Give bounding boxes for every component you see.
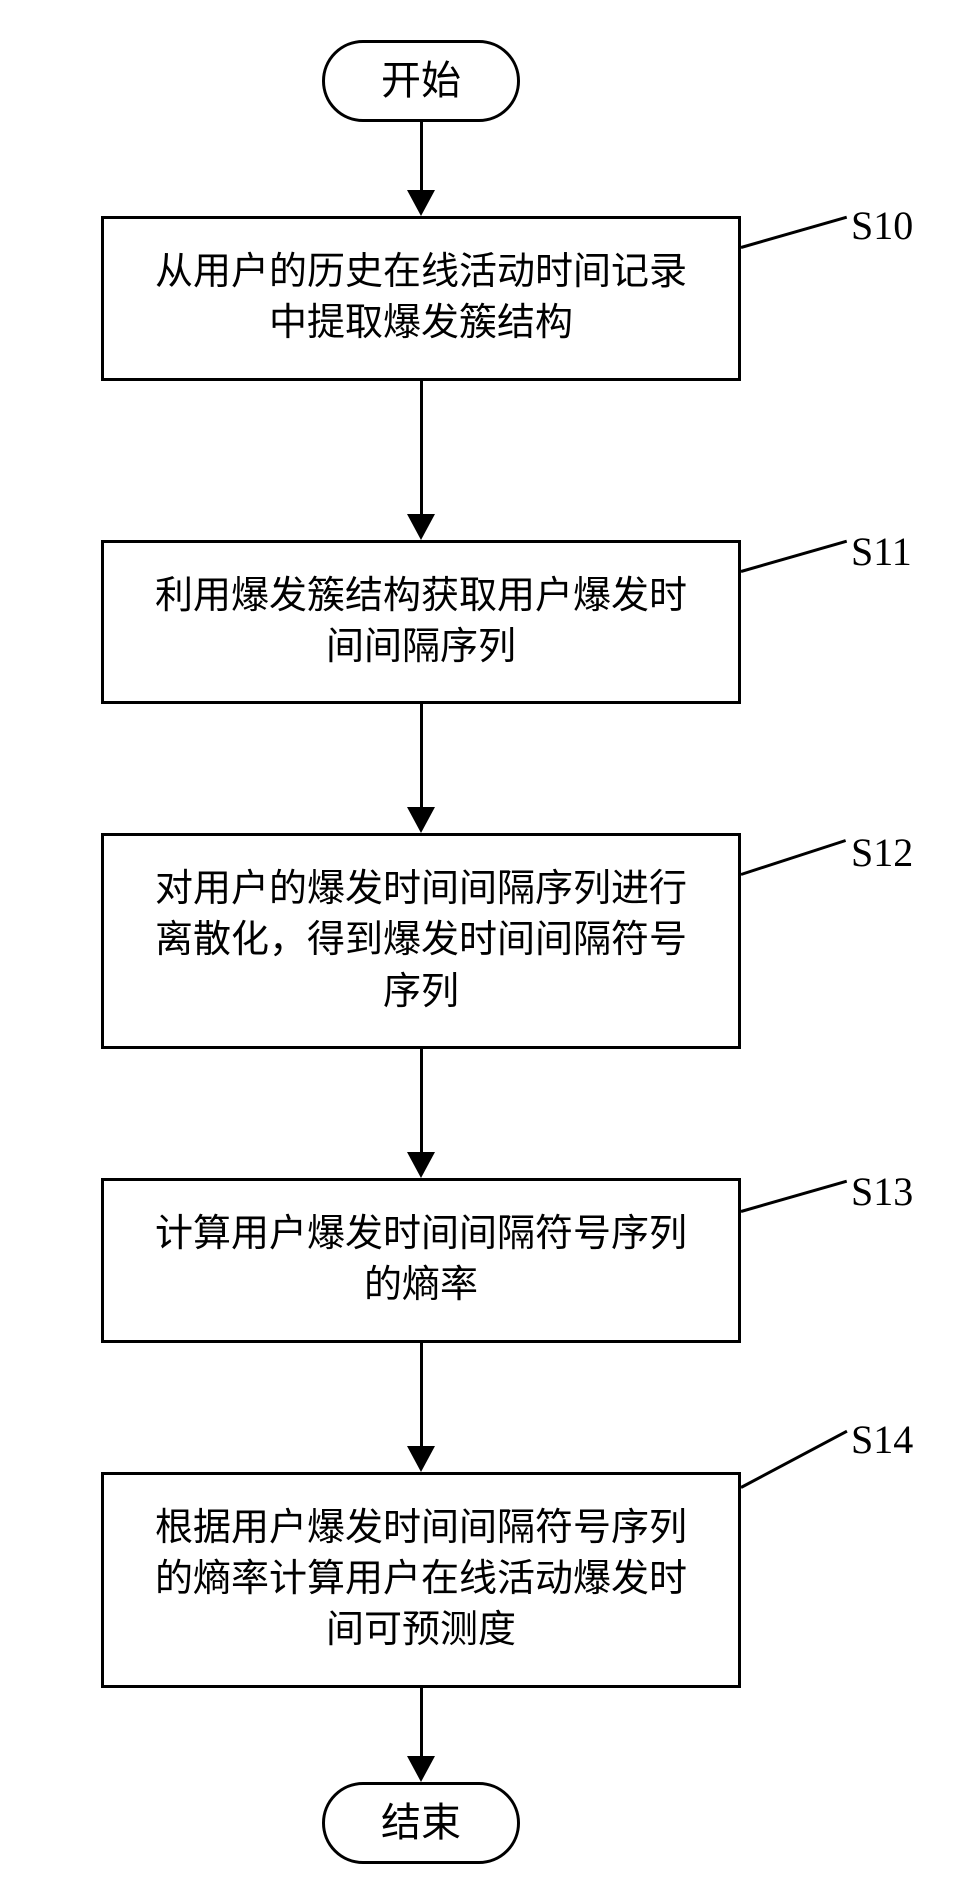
step-label-s12: S12 <box>851 833 913 873</box>
arrow-down-icon <box>407 514 435 540</box>
flowchart-container: 开始 从用户的历史在线活动时间记录中提取爆发簇结构利用爆发簇结构获取用户爆发时间… <box>21 40 941 1864</box>
process-step-s10: 从用户的历史在线活动时间记录中提取爆发簇结构 <box>101 216 741 381</box>
connector <box>407 1049 435 1178</box>
label-connector <box>740 1430 847 1489</box>
label-connector <box>741 1180 848 1213</box>
flow-column: 开始 从用户的历史在线活动时间记录中提取爆发簇结构利用爆发簇结构获取用户爆发时间… <box>101 40 741 1864</box>
connector <box>407 1688 435 1782</box>
step-label-s13: S13 <box>851 1172 913 1212</box>
step-label-s11: S11 <box>851 532 912 572</box>
terminal-start: 开始 <box>322 40 520 122</box>
process-step-s11: 利用爆发簇结构获取用户爆发时间间隔序列 <box>101 540 741 705</box>
arrow-down-icon <box>407 1756 435 1782</box>
step-label-s14: S14 <box>851 1420 913 1460</box>
connector <box>407 381 435 540</box>
step-label-s10: S10 <box>851 206 913 246</box>
arrow-down-icon <box>407 1446 435 1472</box>
connector <box>407 122 435 216</box>
connector <box>407 1343 435 1472</box>
terminal-end: 结束 <box>322 1782 520 1864</box>
process-step-s12: 对用户的爆发时间间隔序列进行离散化，得到爆发时间间隔符号序列 <box>101 833 741 1049</box>
connector <box>407 704 435 833</box>
label-connector <box>741 839 847 876</box>
label-connector <box>741 539 848 572</box>
process-step-s14: 根据用户爆发时间间隔符号序列的熵率计算用户在线活动爆发时间可预测度 <box>101 1472 741 1688</box>
process-step-s13: 计算用户爆发时间间隔符号序列的熵率 <box>101 1178 741 1343</box>
arrow-down-icon <box>407 807 435 833</box>
label-connector <box>741 216 848 249</box>
arrow-down-icon <box>407 1152 435 1178</box>
arrow-down-icon <box>407 190 435 216</box>
